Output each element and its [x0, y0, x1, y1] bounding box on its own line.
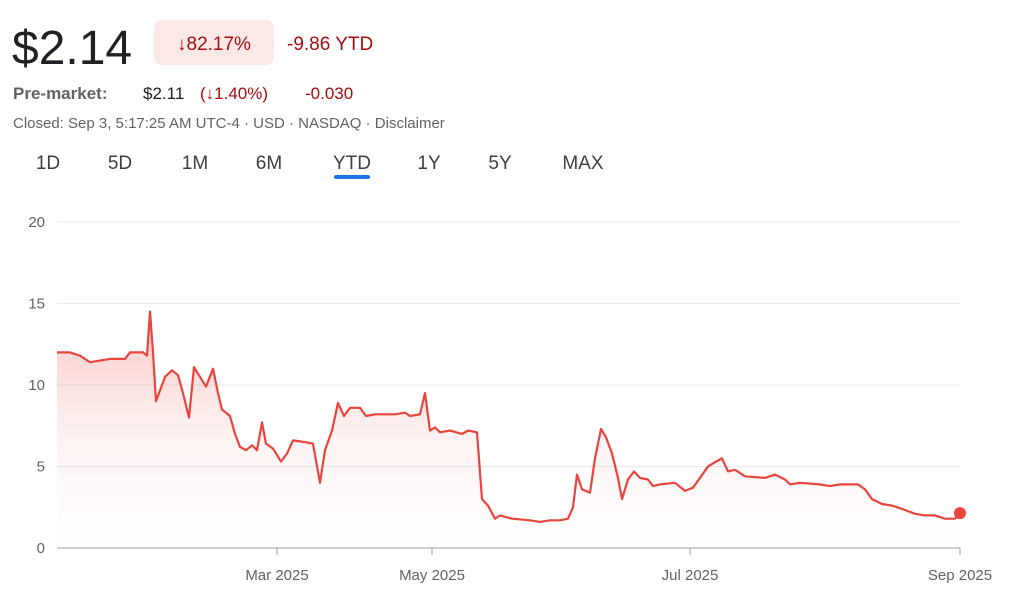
change-ytd: -9.86 YTD — [287, 34, 373, 55]
x-tick-label: Mar 2025 — [245, 567, 308, 584]
price-line — [57, 310, 961, 523]
y-tick-label: 20 — [28, 214, 45, 231]
y-tick-label: 0 — [37, 540, 45, 557]
range-tab[interactable]: MAX — [562, 153, 604, 174]
range-tab[interactable]: 1M — [182, 153, 208, 174]
change-percent: ↓82.17% — [177, 34, 251, 55]
y-tick-label: 10 — [28, 377, 45, 394]
area — [57, 311, 960, 548]
pre-market-percent: (↓1.40%) — [200, 84, 268, 103]
range-tab[interactable]: 1D — [36, 153, 60, 174]
range-tab[interactable]: YTD — [333, 153, 371, 174]
x-tick-label: Sep 2025 — [928, 567, 992, 584]
x-tick-label: May 2025 — [399, 567, 465, 584]
x-tick-label: Jul 2025 — [662, 567, 719, 584]
pre-market-price: $2.11 — [143, 84, 184, 103]
last-point — [954, 507, 966, 520]
range-tabs: 1D 5D 1M 6M YTD 1Y 5Y MAX — [36, 153, 604, 179]
status-line: Closed: Sep 3, 5:17:25 AM UTC-4 · USD · … — [13, 115, 445, 132]
pre-market-change: -0.030 — [305, 84, 353, 103]
tab-indicator — [334, 175, 370, 179]
range-tab[interactable]: 6M — [256, 153, 282, 174]
range-tab[interactable]: 5D — [108, 153, 132, 174]
y-tick-label: 15 — [28, 296, 45, 313]
chart: 0 5 10 15 20 Mar 2025 May 2025 Jul 2025 Sep 2025 — [28, 214, 992, 584]
y-tick-label: 5 — [37, 459, 45, 476]
range-tab[interactable]: 1Y — [417, 153, 441, 174]
range-tab[interactable]: 5Y — [488, 153, 512, 174]
price: $2.14 — [12, 22, 132, 75]
change-pill — [154, 20, 274, 65]
pre-market-label: Pre-market: — [13, 84, 108, 103]
